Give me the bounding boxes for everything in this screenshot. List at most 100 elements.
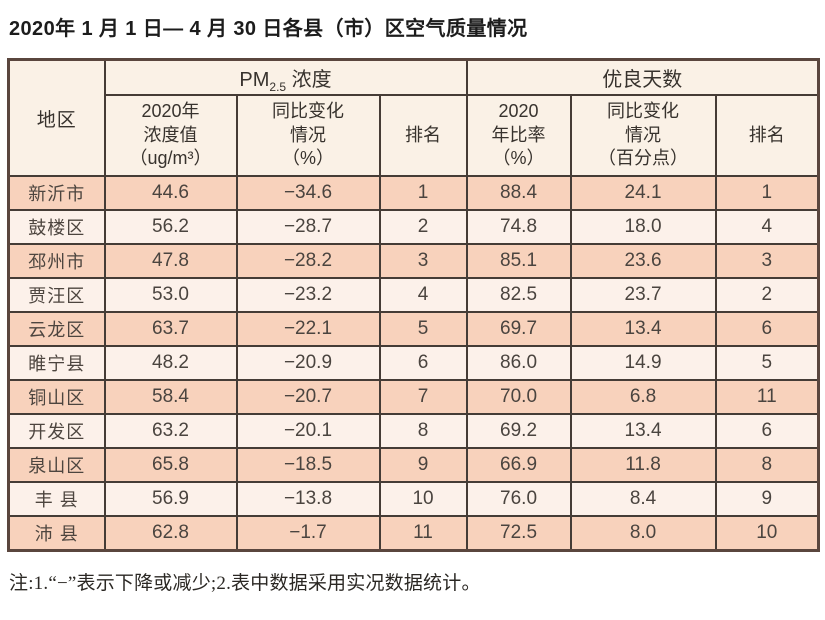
- pm25-label: PM: [239, 69, 270, 91]
- region-cell: 云龙区: [7, 311, 106, 347]
- pm25-change-cell: −20.1: [235, 413, 381, 449]
- ratio-rank-cell: 4: [714, 209, 820, 245]
- ratio-change-cell: 13.4: [569, 311, 717, 347]
- pm25-change-cell: −20.7: [235, 379, 381, 415]
- ratio-rank-cell: 2: [714, 277, 820, 313]
- pm25-change-cell: −34.6: [235, 175, 381, 211]
- column-group-pm25: PM2.5 浓度: [103, 58, 468, 96]
- pm25-change-cell: −28.7: [235, 209, 381, 245]
- region-cell: 睢宁县: [7, 345, 106, 381]
- region-cell: 沛 县: [7, 515, 106, 551]
- pm25-value-cell: 58.4: [103, 379, 238, 415]
- column-header-region: 地区: [7, 58, 106, 177]
- region-cell: 泉山区: [7, 447, 106, 483]
- region-cell: 鼓楼区: [7, 209, 106, 245]
- region-cell: 开发区: [7, 413, 106, 449]
- table-row: 铜山区 58.4 −20.7 7 70.0 6.8 11: [7, 379, 820, 415]
- region-cell: 丰 县: [7, 481, 106, 517]
- pm25-value-cell: 65.8: [103, 447, 238, 483]
- pm25-change-cell: −28.2: [235, 243, 381, 279]
- column-header-ratio-change: 同比变化 情况 （百分点）: [569, 94, 717, 177]
- pm25-value-cell: 63.7: [103, 311, 238, 347]
- ratio-change-cell: 23.6: [569, 243, 717, 279]
- column-header-pm25-rank: 排名: [378, 94, 468, 177]
- pm25-rank-cell: 2: [378, 209, 468, 245]
- table-row: 新沂市 44.6 −34.6 1 88.4 24.1 1: [7, 175, 820, 211]
- table-row: 开发区 63.2 −20.1 8 69.2 13.4 6: [7, 413, 820, 449]
- pm25-rank-cell: 6: [378, 345, 468, 381]
- ratio-rank-cell: 10: [714, 515, 820, 551]
- ratio-rank-cell: 3: [714, 243, 820, 279]
- region-cell: 铜山区: [7, 379, 106, 415]
- pm25-change-cell: −23.2: [235, 277, 381, 313]
- column-header-pm25-value: 2020年 浓度值 （ug/m³）: [103, 94, 238, 177]
- ratio-cell: 74.8: [465, 209, 572, 245]
- pm25-subscript: 2.5: [269, 80, 287, 94]
- page: 2020年 1 月 1 日— 4 月 30 日各县（市）区空气质量情况 地区 P…: [7, 18, 821, 594]
- table-row: 鼓楼区 56.2 −28.7 2 74.8 18.0 4: [7, 209, 820, 245]
- ratio-cell: 66.9: [465, 447, 572, 483]
- pm25-rank-cell: 3: [378, 243, 468, 279]
- pm25-rank-cell: 1: [378, 175, 468, 211]
- pm25-change-cell: −13.8: [235, 481, 381, 517]
- ratio-rank-cell: 9: [714, 481, 820, 517]
- ratio-change-cell: 13.4: [569, 413, 717, 449]
- ratio-change-cell: 11.8: [569, 447, 717, 483]
- pm25-value-cell: 44.6: [103, 175, 238, 211]
- pm25-rank-cell: 8: [378, 413, 468, 449]
- pm25-change-cell: −18.5: [235, 447, 381, 483]
- pm25-value-cell: 47.8: [103, 243, 238, 279]
- ratio-rank-cell: 11: [714, 379, 820, 415]
- ratio-change-cell: 18.0: [569, 209, 717, 245]
- ratio-cell: 88.4: [465, 175, 572, 211]
- pm25-rank-cell: 5: [378, 311, 468, 347]
- table-body: 新沂市 44.6 −34.6 1 88.4 24.1 1 鼓楼区 56.2 −2…: [7, 175, 820, 551]
- table-header: 地区 PM2.5 浓度 优良天数 2020年 浓度值 （ug/m³） 同比变化 …: [7, 58, 820, 177]
- table-row: 邳州市 47.8 −28.2 3 85.1 23.6 3: [7, 243, 820, 279]
- ratio-rank-cell: 1: [714, 175, 820, 211]
- ratio-cell: 69.2: [465, 413, 572, 449]
- table-row: 睢宁县 48.2 −20.9 6 86.0 14.9 5: [7, 345, 820, 381]
- ratio-change-cell: 24.1: [569, 175, 717, 211]
- region-cell: 新沂市: [7, 175, 106, 211]
- ratio-cell: 70.0: [465, 379, 572, 415]
- ratio-cell: 86.0: [465, 345, 572, 381]
- table-row: 沛 县 62.8 −1.7 11 72.5 8.0 10: [7, 515, 820, 551]
- column-header-pm25-change: 同比变化 情况 （%）: [235, 94, 381, 177]
- table-row: 贾汪区 53.0 −23.2 4 82.5 23.7 2: [7, 277, 820, 313]
- air-quality-table: 地区 PM2.5 浓度 优良天数 2020年 浓度值 （ug/m³） 同比变化 …: [7, 58, 821, 552]
- ratio-rank-cell: 6: [714, 311, 820, 347]
- ratio-change-cell: 14.9: [569, 345, 717, 381]
- column-header-ratio: 2020 年比率 （%）: [465, 94, 572, 177]
- ratio-rank-cell: 8: [714, 447, 820, 483]
- sub-header-row: 2020年 浓度值 （ug/m³） 同比变化 情况 （%） 排名 2020 年比…: [9, 94, 820, 177]
- pm25-change-cell: −20.9: [235, 345, 381, 381]
- table-row: 泉山区 65.8 −18.5 9 66.9 11.8 8: [7, 447, 820, 483]
- table-row: 丰 县 56.9 −13.8 10 76.0 8.4 9: [7, 481, 820, 517]
- pm25-value-cell: 53.0: [103, 277, 238, 313]
- ratio-change-cell: 8.4: [569, 481, 717, 517]
- pm25-rank-cell: 11: [378, 515, 468, 551]
- pm25-rank-cell: 10: [378, 481, 468, 517]
- ratio-change-cell: 8.0: [569, 515, 717, 551]
- ratio-rank-cell: 6: [714, 413, 820, 449]
- ratio-cell: 85.1: [465, 243, 572, 279]
- ratio-cell: 69.7: [465, 311, 572, 347]
- group-header-row: 地区 PM2.5 浓度 优良天数: [7, 58, 820, 177]
- ratio-cell: 82.5: [465, 277, 572, 313]
- pm25-suffix: 浓度: [286, 69, 332, 91]
- pm25-value-cell: 62.8: [103, 515, 238, 551]
- ratio-rank-cell: 5: [714, 345, 820, 381]
- column-header-ratio-rank: 排名: [714, 94, 820, 177]
- pm25-rank-cell: 4: [378, 277, 468, 313]
- page-title: 2020年 1 月 1 日— 4 月 30 日各县（市）区空气质量情况: [9, 18, 528, 40]
- ratio-cell: 72.5: [465, 515, 572, 551]
- pm25-change-cell: −22.1: [235, 311, 381, 347]
- pm25-value-cell: 56.2: [103, 209, 238, 245]
- pm25-value-cell: 63.2: [103, 413, 238, 449]
- column-group-good-days: 优良天数: [465, 58, 820, 96]
- pm25-value-cell: 56.9: [103, 481, 238, 517]
- table-row: 云龙区 63.7 −22.1 5 69.7 13.4 6: [7, 311, 820, 347]
- ratio-cell: 76.0: [465, 481, 572, 517]
- footnote: 注:1.“−”表示下降或减少;2.表中数据采用实况数据统计。: [9, 573, 481, 594]
